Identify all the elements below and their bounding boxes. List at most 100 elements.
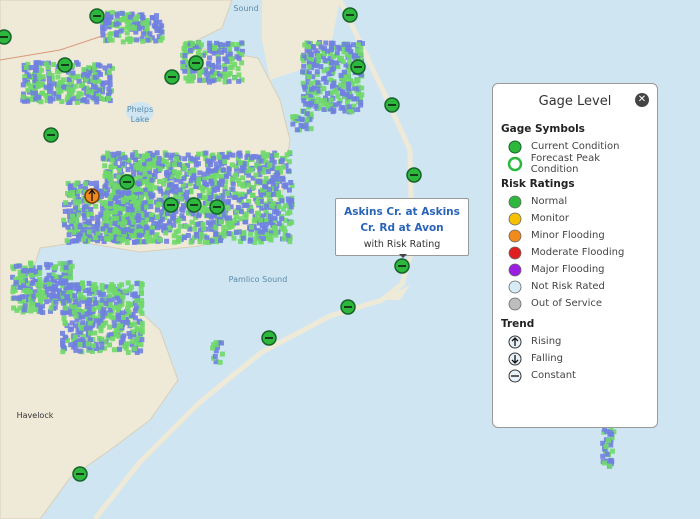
precip-cell [107,342,113,348]
precip-cell [22,78,28,84]
precip-cell [133,305,139,311]
precip-cell [171,222,177,228]
precip-cell [178,196,184,202]
precip-cell [239,191,245,197]
precip-cell [107,302,113,308]
precip-cell [88,211,94,217]
legend-symbol [508,212,522,225]
precip-cell [76,199,82,205]
precip-cell [203,67,209,73]
precip-cell [48,262,54,268]
precip-cell [92,74,98,80]
precip-cell [127,287,133,293]
precip-cell [306,70,312,76]
precip-cell [107,77,113,83]
precip-cell [49,297,55,303]
precip-cell [314,71,320,77]
precip-cell [112,151,118,157]
precip-cell [283,218,289,224]
precip-cell [85,93,91,99]
precip-cell [113,32,119,38]
road [0,29,121,61]
precip-cell [84,99,90,105]
precip-cell [37,82,43,88]
precip-cell [138,342,144,348]
precip-cell [203,239,209,245]
precip-cell [238,168,244,174]
precip-cell [131,171,137,177]
precip-cell [202,205,208,211]
precip-cell [180,60,186,66]
symbol-arrow [511,336,519,346]
precip-cell [98,328,104,334]
precip-cell [259,205,265,211]
precip-cell [155,221,161,227]
precip-cell [348,49,354,55]
precip-cell [248,208,254,214]
precip-cell [130,292,136,298]
precip-cell [24,289,30,295]
precip-cell [260,169,266,175]
precip-cell [198,227,204,233]
precip-cell [258,199,264,205]
precip-cell [250,175,256,181]
precip-cell [120,199,126,205]
precip-cell [139,320,145,326]
precip-cell [222,56,228,62]
precip-cell [103,173,109,179]
precip-cell [93,90,99,96]
precip-cell [142,161,148,167]
precip-cell [222,42,228,48]
precip-cell [174,156,180,162]
precip-cell [103,229,109,235]
precip-cell [324,66,330,72]
precip-cell [22,74,28,80]
precip-cell [342,108,348,114]
precip-cell [138,175,144,181]
precip-cell [77,224,83,230]
precip-cell [197,170,203,176]
precip-cell [215,59,221,65]
precip-cell [268,220,274,226]
precip-cell [345,41,351,47]
precip-cell [70,87,76,93]
precip-cell [130,311,136,317]
precip-cell [338,85,344,91]
precip-cell [47,95,53,101]
tooltip-subtitle: with Risk Rating [363,239,441,250]
precip-cell [67,99,73,105]
precip-cell [322,75,328,81]
precip-cell [110,10,116,16]
precip-cell [139,337,145,343]
precip-cell [28,308,34,314]
precip-cell [134,16,140,22]
precip-cell [113,332,119,338]
precip-cell [267,186,273,192]
precip-cell [216,56,222,62]
precip-cell [207,40,213,46]
precip-cell [321,101,327,107]
precip-cell [345,68,351,74]
precip-cell [56,288,62,294]
precip-cell [239,77,245,83]
close-button[interactable]: ✕ [635,93,649,107]
precip-cell [86,200,92,206]
precip-cell [306,41,312,47]
precip-cell [57,261,63,267]
precip-cell [245,168,251,174]
legend-symbol [508,140,522,153]
precip-cell [103,191,109,197]
precip-cell [213,213,219,219]
precip-cell [86,65,92,71]
precip-cell [13,263,19,269]
precip-cell [138,194,144,200]
precip-cell [205,158,211,164]
legend-sections: Gage Symbols Current Condition Forecast Pe… [501,123,649,384]
precip-cell [177,237,183,243]
precip-cell [210,74,216,80]
precip-cell [146,174,152,180]
precip-cell [215,344,221,350]
precip-cell [245,150,251,156]
town-label: Havelock [17,411,54,420]
precip-cell [238,209,244,215]
